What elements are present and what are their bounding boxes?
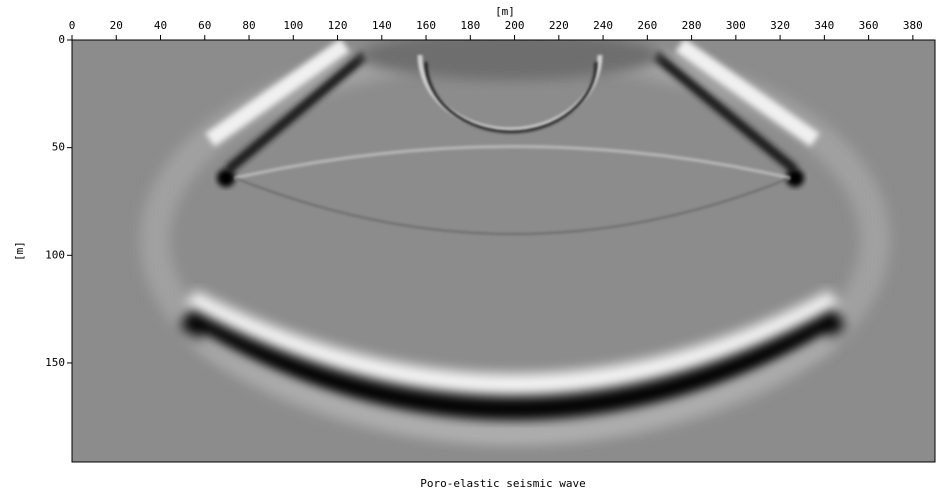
x-tick-label: 300 [726,19,746,32]
y-tick-label: 150 [45,356,65,369]
x-tick-label: 40 [154,19,167,32]
x-tick-label: 60 [198,19,211,32]
x-tick-label: 20 [110,19,123,32]
x-tick-label: 240 [593,19,613,32]
x-tick-label: 340 [814,19,834,32]
y-axis-label: [m] [13,241,26,261]
x-tick-label: 260 [637,19,657,32]
x-tick-label: 380 [903,19,923,32]
chart: [m] [m] Poro-elastic seismic wave 0 20 40 6… [0,0,938,494]
x-tick-label: 220 [549,19,569,32]
y-tick-label: 50 [52,141,65,154]
x-tick-label: 0 [69,19,76,32]
wavefield [72,30,935,462]
x-tick-label: 160 [416,19,436,32]
x-tick-label: 80 [242,19,255,32]
x-tick-label: 180 [460,19,480,32]
x-tick-label: 360 [859,19,879,32]
x-axis-label: [m] [495,5,515,18]
x-tick-label: 200 [505,19,525,32]
x-tick-label: 320 [770,19,790,32]
x-tick-label: 280 [682,19,702,32]
page: [m] [m] Poro-elastic seismic wave 0 20 40 6… [0,0,938,494]
y-tick-label: 0 [58,33,65,46]
x-tick-label: 100 [283,19,303,32]
x-tick-label: 120 [328,19,348,32]
x-tick-label: 140 [372,19,392,32]
y-tick-label: 100 [45,248,65,261]
chart-title: Poro-elastic seismic wave [420,477,586,490]
